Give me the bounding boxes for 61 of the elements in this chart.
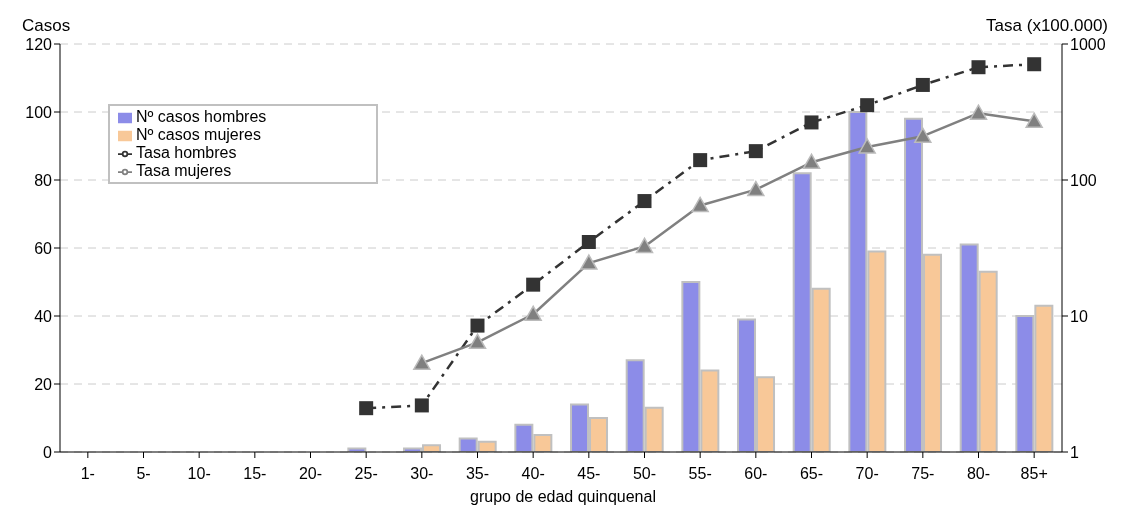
x-tick-label: 50- [632, 465, 657, 483]
point [748, 144, 763, 159]
point [580, 254, 598, 270]
x-tick-label: 45- [577, 465, 601, 483]
point [969, 104, 988, 120]
x-tick-label: 55- [688, 465, 712, 483]
point [914, 127, 932, 143]
y-tick-label: 120 [25, 35, 53, 53]
point [915, 77, 930, 92]
x-tick-label: 25- [354, 465, 378, 483]
legend-label: Tasa hombres [136, 144, 237, 161]
legend-label: Nº casos hombres [136, 108, 267, 125]
legend-label: Tasa mujeres [136, 162, 232, 179]
point [858, 138, 876, 154]
point [802, 153, 821, 170]
x-axis-title: grupo de edad quinquenal [469, 488, 657, 506]
x-tick-label: 35- [465, 465, 490, 483]
y-tick-label: 60 [34, 239, 53, 257]
point [635, 237, 654, 254]
point [526, 277, 541, 292]
point [581, 235, 596, 250]
y-tick-label: 20 [34, 375, 53, 393]
x-tick-label: 20- [298, 465, 323, 483]
y2-tick-label: 1000 [1070, 35, 1106, 53]
point [747, 180, 765, 197]
x-tick-label: 1- [80, 465, 95, 483]
x-tick-label: 40- [521, 465, 545, 483]
x-tick-label: 5- [136, 465, 151, 483]
y2-tick-label: 1 [1070, 443, 1079, 461]
y-tick-label: 0 [43, 443, 53, 461]
x-tick-label: 75- [911, 465, 935, 483]
point [359, 401, 374, 416]
x-tick-label: 65- [799, 465, 824, 483]
point [470, 318, 485, 333]
x-tick-label: 85+ [1020, 465, 1048, 483]
y-tick-label: 40 [34, 307, 53, 325]
x-tick-label: 80- [966, 465, 991, 483]
y2-axis-title: Tasa (x100.000) [986, 16, 1108, 36]
x-tick-label: 15- [243, 465, 267, 483]
x-tick-label: 10- [187, 465, 211, 483]
y-axis-title: Casos [22, 16, 71, 36]
point [1027, 57, 1042, 72]
point [860, 98, 875, 113]
legend-label: Nº casos mujeres [136, 126, 261, 143]
point [691, 196, 709, 213]
y2-tick-label: 10 [1070, 307, 1088, 325]
y-tick-label: 80 [34, 171, 53, 189]
x-tick-label: 70- [855, 465, 879, 483]
point [468, 333, 487, 350]
point [693, 153, 708, 168]
point [804, 115, 819, 130]
point [413, 354, 431, 370]
point [971, 60, 986, 75]
point [637, 194, 652, 209]
x-tick-label: 60- [744, 465, 768, 483]
point [1025, 112, 1043, 129]
x-tick-label: 30- [410, 465, 434, 483]
y-tick-label: 100 [25, 103, 53, 121]
point [414, 398, 429, 413]
y2-tick-label: 100 [1070, 171, 1097, 189]
point [524, 305, 542, 321]
